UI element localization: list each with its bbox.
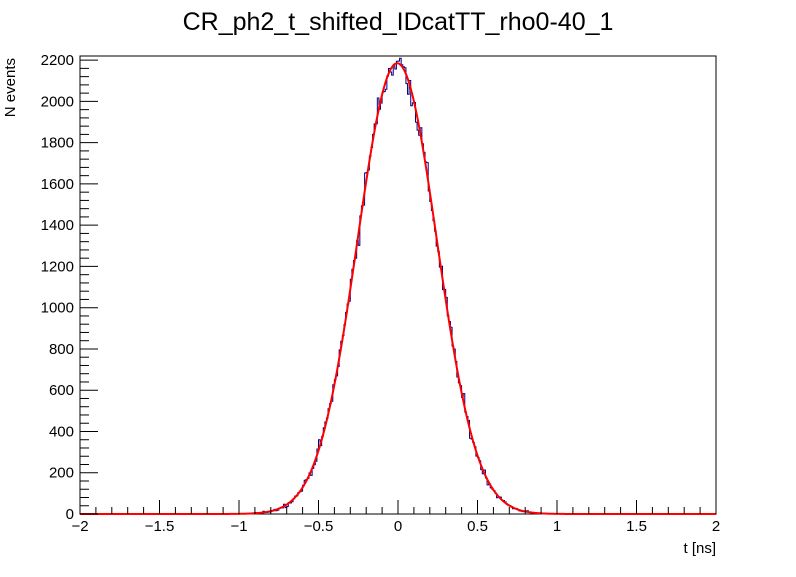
y-tick-label: 1400: [41, 217, 74, 234]
x-axis-label: t [ns]: [683, 540, 716, 557]
y-tick-label: 0: [66, 506, 74, 523]
plot-frame: [79, 55, 717, 515]
x-tick-label: 0: [394, 518, 402, 535]
x-tick-label: 2: [712, 518, 720, 535]
x-tick-label: −1: [230, 518, 247, 535]
y-tick-label: 1800: [41, 135, 74, 152]
histogram-line: [80, 57, 716, 515]
fit-curve: [80, 62, 716, 515]
x-tick-label: 1.5: [626, 518, 647, 535]
x-tick-label: 1: [553, 518, 561, 535]
chart-title: CR_ph2_t_shifted_IDcatTT_rho0-40_1: [183, 8, 614, 36]
y-tick-label: 600: [49, 382, 74, 399]
y-tick-label: 1000: [41, 300, 74, 317]
y-tick-label: 1600: [41, 176, 74, 193]
histogram: [80, 57, 716, 515]
x-tick-label: −0.5: [304, 518, 334, 535]
x-tick-label: 0.5: [467, 518, 488, 535]
x-tick-label: −1.5: [145, 518, 175, 535]
x-tick-label: −2: [71, 518, 88, 535]
fit-line: [80, 62, 716, 515]
y-tick-label: 800: [49, 341, 74, 358]
x-axis: −2 −1.5 −1 −0.5 0 0.5 1 1.5 2: [71, 500, 720, 535]
y-axis: 0 200 400 600 800 1000 1200 1400 1600 1800 2000 220…: [41, 52, 98, 523]
y-axis-label: N events: [2, 58, 19, 117]
y-tick-label: 200: [49, 465, 74, 482]
y-tick-label: 1200: [41, 258, 74, 275]
y-tick-label: 2200: [41, 52, 74, 69]
y-tick-label: 400: [49, 423, 74, 440]
y-tick-label: 2000: [41, 93, 74, 110]
